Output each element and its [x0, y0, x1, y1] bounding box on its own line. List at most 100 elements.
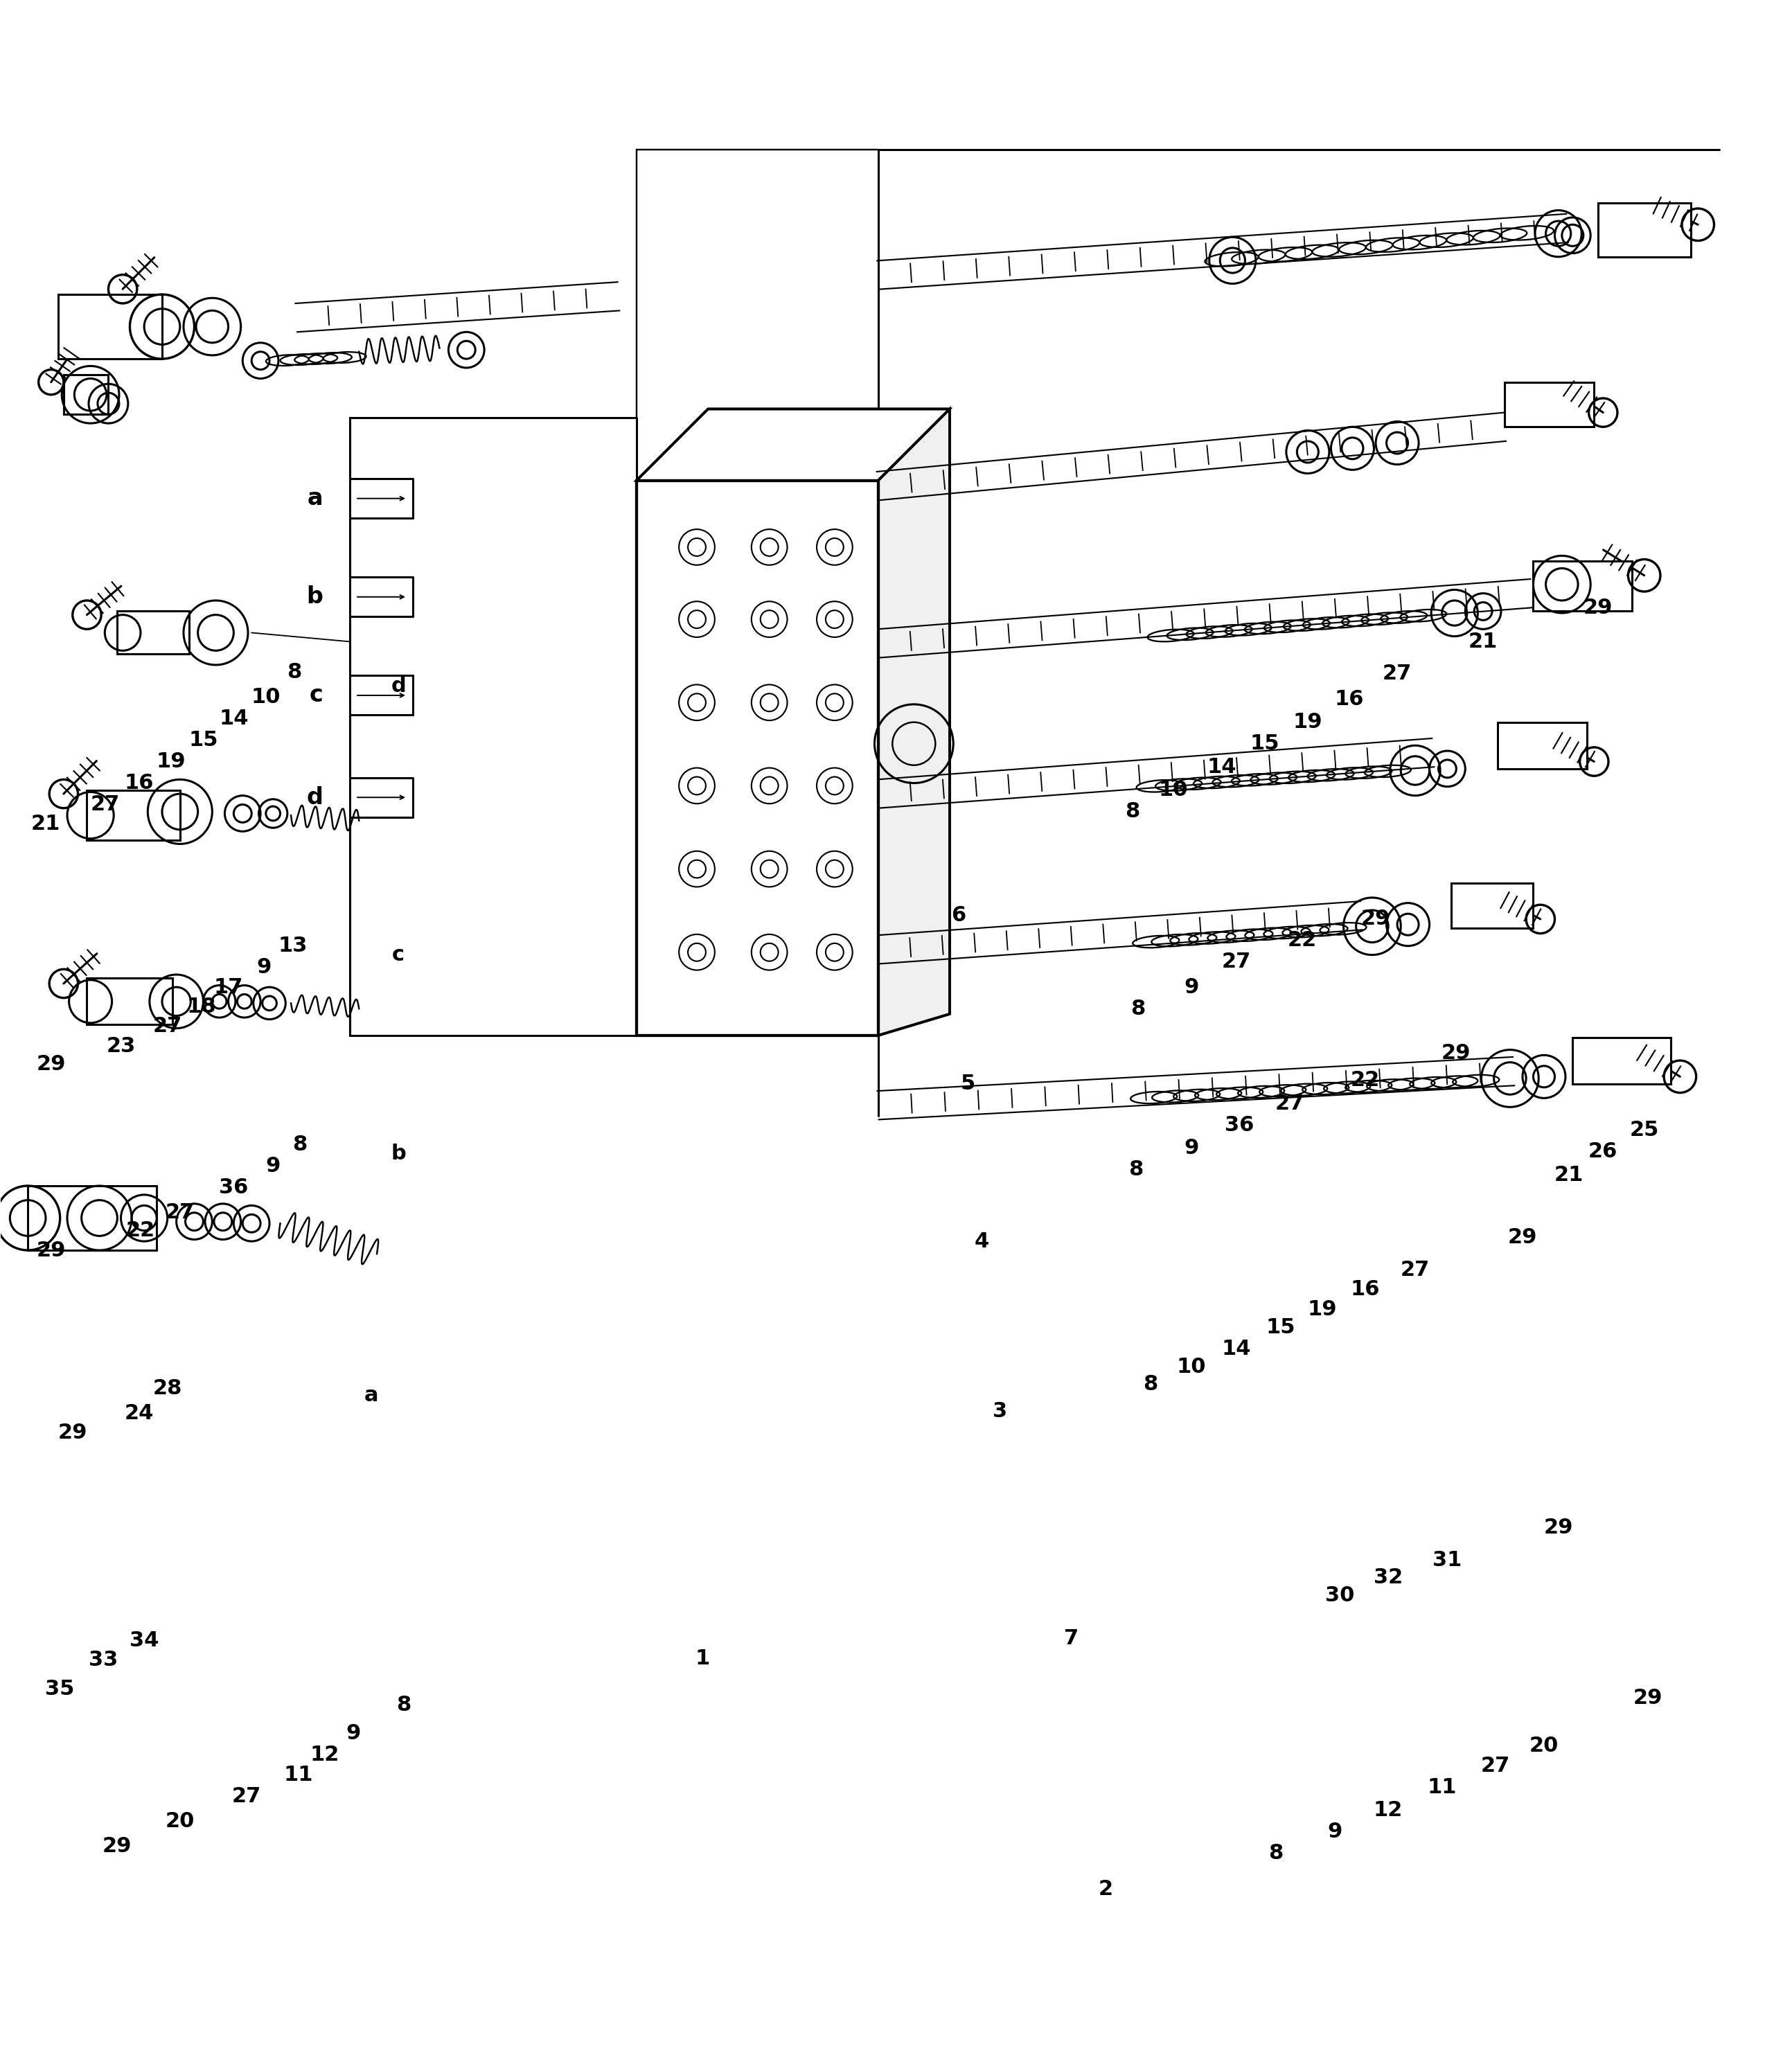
Text: 25: 25 [1629, 1121, 1659, 1139]
Bar [63, 376, 108, 415]
Text: 32: 32 [1374, 1568, 1403, 1587]
Bar [1505, 382, 1595, 427]
Text: 36: 36 [1226, 1115, 1254, 1135]
Text: d: d [391, 675, 407, 696]
Text: a: a [308, 487, 323, 509]
Text: 27: 27 [152, 1016, 183, 1037]
Text: 18: 18 [186, 998, 217, 1016]
Bar [1452, 883, 1534, 928]
Text: 9: 9 [1185, 977, 1199, 998]
Text: 15: 15 [1251, 733, 1279, 753]
Text: 26: 26 [1588, 1141, 1618, 1162]
Text: c: c [310, 684, 323, 706]
Text: 29: 29 [102, 1835, 133, 1856]
Text: 13: 13 [278, 936, 308, 957]
Text: 10: 10 [251, 688, 281, 706]
Text: 11: 11 [1426, 1778, 1457, 1796]
Text: 29: 29 [1360, 909, 1391, 930]
Text: 27: 27 [1383, 663, 1412, 684]
Text: 19: 19 [156, 751, 186, 772]
Text: 33: 33 [88, 1651, 118, 1671]
Text: 9: 9 [256, 957, 272, 977]
Text: 8: 8 [292, 1135, 306, 1154]
Text: 27: 27 [1222, 953, 1251, 973]
Text: 17: 17 [213, 977, 244, 998]
Text: 11: 11 [283, 1766, 314, 1784]
Text: 8: 8 [1125, 801, 1140, 821]
Polygon shape [878, 409, 950, 1035]
Text: 35: 35 [45, 1679, 75, 1698]
Text: 27: 27 [90, 795, 120, 815]
Text: 29: 29 [57, 1423, 88, 1443]
Text: 22: 22 [1351, 1070, 1380, 1090]
Text: 9: 9 [1185, 1137, 1199, 1158]
Text: 8: 8 [1129, 1160, 1143, 1180]
Text: 1: 1 [695, 1649, 710, 1669]
Text: 8: 8 [396, 1696, 410, 1714]
Text: 19: 19 [1308, 1300, 1337, 1320]
Text: 12: 12 [310, 1745, 340, 1766]
Text: 29: 29 [1582, 597, 1613, 618]
Bar [86, 977, 172, 1024]
Text: 15: 15 [188, 731, 219, 749]
Text: 21: 21 [1554, 1164, 1584, 1185]
Text: 21: 21 [30, 815, 61, 834]
Bar [1573, 1037, 1672, 1084]
Text: 9: 9 [1328, 1821, 1342, 1842]
Text: 27: 27 [231, 1786, 262, 1807]
Text: 16: 16 [1335, 690, 1364, 708]
Text: c: c [392, 944, 405, 965]
Bar [636, 480, 878, 1035]
Text: 6: 6 [952, 905, 966, 926]
Text: 8: 8 [1131, 998, 1145, 1018]
Text: 16: 16 [1351, 1279, 1380, 1300]
Text: 22: 22 [1288, 930, 1317, 951]
Text: 20: 20 [165, 1811, 195, 1831]
Text: 3: 3 [993, 1402, 1007, 1421]
Polygon shape [636, 409, 950, 480]
Text: 21: 21 [1468, 632, 1498, 651]
Text: 10: 10 [1177, 1357, 1206, 1378]
Text: 14: 14 [219, 708, 249, 729]
Text: 4: 4 [975, 1232, 989, 1252]
Text: 29: 29 [36, 1240, 66, 1261]
Text: b: b [306, 585, 323, 608]
Text: 27: 27 [165, 1203, 195, 1224]
Bar [86, 790, 179, 840]
Text: 34: 34 [129, 1630, 159, 1651]
Text: 2: 2 [1098, 1878, 1113, 1899]
Text: 5: 5 [961, 1074, 975, 1094]
Bar [1534, 560, 1633, 612]
Text: 9: 9 [265, 1156, 281, 1176]
Text: 31: 31 [1432, 1550, 1462, 1571]
Text: 14: 14 [1222, 1339, 1251, 1359]
Text: 24: 24 [124, 1402, 154, 1423]
Text: 22: 22 [125, 1222, 156, 1240]
Text: 36: 36 [219, 1178, 249, 1197]
Text: 29: 29 [1633, 1688, 1663, 1708]
Text: 9: 9 [346, 1722, 360, 1743]
Text: 8: 8 [287, 661, 301, 682]
Text: 10: 10 [1159, 780, 1188, 801]
Text: 20: 20 [1529, 1737, 1559, 1755]
Text: 14: 14 [1208, 758, 1236, 776]
Text: 12: 12 [1374, 1800, 1403, 1821]
Text: 19: 19 [1294, 712, 1322, 733]
Text: 29: 29 [1441, 1043, 1471, 1063]
Text: 27: 27 [1480, 1755, 1511, 1776]
Text: d: d [306, 786, 323, 809]
Text: 27: 27 [1276, 1094, 1305, 1113]
Text: 8: 8 [1269, 1844, 1283, 1864]
Text: 29: 29 [36, 1053, 66, 1074]
Text: 30: 30 [1326, 1585, 1355, 1605]
Bar [29, 1187, 156, 1250]
Text: 23: 23 [106, 1037, 136, 1055]
Text: 16: 16 [124, 774, 154, 792]
Text: 29: 29 [1507, 1228, 1538, 1248]
Text: 8: 8 [1143, 1373, 1158, 1394]
Bar [59, 294, 161, 359]
Bar [116, 612, 188, 655]
Text: 28: 28 [152, 1378, 183, 1398]
Text: b: b [391, 1144, 407, 1164]
Text: 27: 27 [1401, 1261, 1430, 1279]
